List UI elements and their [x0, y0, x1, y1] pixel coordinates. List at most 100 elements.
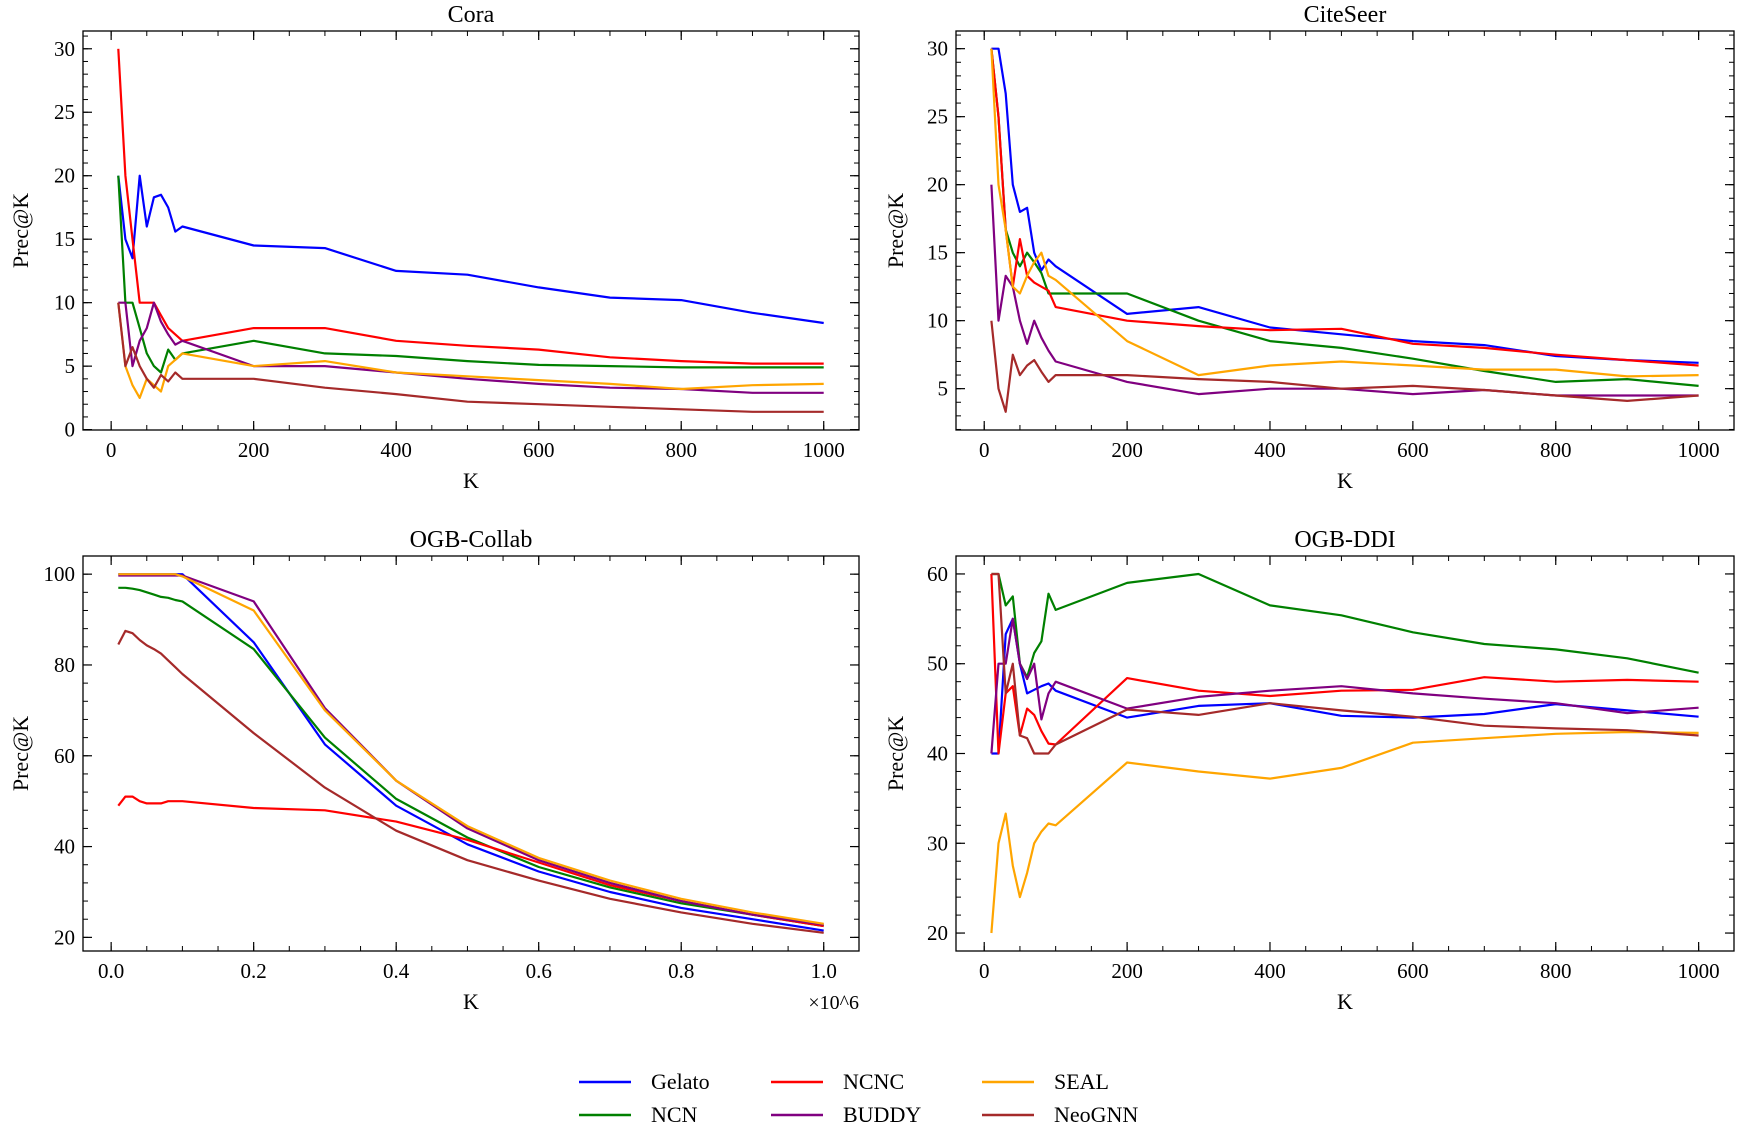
series-line-ncnc: [117, 795, 824, 928]
x-tick-label: 0.4: [383, 959, 410, 983]
x-tick-label: 200: [1111, 959, 1143, 983]
series-line-buddy: [118, 574, 824, 926]
y-tick-label: 5: [65, 354, 76, 378]
x-tick-label: 0.6: [526, 959, 552, 983]
x-tick-label: 0: [979, 438, 990, 462]
series-line-buddy: [118, 301, 824, 394]
y-tick-label: 25: [927, 105, 948, 129]
x-tick-label: 1.0: [811, 959, 837, 983]
x-axis-label: K: [463, 468, 479, 493]
series-line-neognn: [117, 629, 824, 934]
series-line-gelato: [117, 174, 824, 325]
series-line-ncn: [118, 586, 824, 928]
axes-frame: [955, 30, 1735, 431]
axes-frame: [82, 30, 860, 431]
series-line-neognn: [991, 572, 1699, 755]
series-line-buddy: [990, 184, 1699, 397]
y-axis-label: Prec@K: [8, 193, 33, 268]
x-tick-label: 600: [523, 438, 555, 462]
legend-item-seal: SEAL: [982, 1069, 1109, 1094]
x-axis-label: K: [463, 989, 479, 1014]
legend-item-ncnc: NCNC: [771, 1069, 904, 1094]
y-tick-label: 40: [54, 835, 75, 859]
subplot-cora: 0 200 400 600 800 1000 0 5 10 15 20 25 30 Cora K Prec@K: [8, 2, 860, 493]
x-tick-label: 600: [1397, 438, 1429, 462]
x-tick-label: 400: [380, 438, 412, 462]
subplot-title: OGB-Collab: [410, 527, 533, 553]
legend-label: NeoGNN: [1054, 1102, 1138, 1127]
legend-label: Gelato: [651, 1069, 710, 1094]
y-tick-label: 0: [65, 418, 76, 442]
subplot-ogb-ddi: 0 200 400 600 800 1000 20 30 40 50 60 OGB-DDI K Prec@…: [883, 527, 1735, 1014]
y-tick-label: 25: [54, 100, 75, 124]
x-tick-label: 600: [1397, 959, 1429, 983]
y-tick-label: 100: [44, 562, 76, 586]
y-axis-label: Prec@K: [883, 716, 908, 791]
y-tick-label: 10: [54, 291, 75, 315]
legend-item-buddy: BUDDY: [771, 1102, 921, 1127]
x-axis-label: K: [1337, 468, 1353, 493]
y-tick-label: 60: [54, 744, 75, 768]
axes-frame: [82, 555, 860, 952]
y-tick-label: 5: [938, 377, 949, 401]
y-axis-label: Prec@K: [8, 716, 33, 791]
legend-label: SEAL: [1054, 1069, 1109, 1094]
x-tick-label: 0.8: [668, 959, 694, 983]
y-tick-label: 20: [54, 925, 75, 949]
y-axis-label: Prec@K: [883, 193, 908, 268]
x-tick-label: 1000: [803, 438, 845, 462]
series-line-neognn: [117, 302, 824, 413]
y-tick-label: 15: [54, 227, 75, 251]
x-tick-label: 0.0: [98, 959, 124, 983]
x-tick-label: 1000: [1678, 438, 1720, 462]
y-tick-label: 30: [54, 37, 75, 61]
x-tick-label: 800: [665, 438, 697, 462]
x-tick-label: 400: [1254, 438, 1286, 462]
legend-label: NCN: [651, 1102, 698, 1127]
legend: Gelato NCN NCNC BUDDY SEAL NeoGNN: [579, 1069, 1138, 1127]
legend-item-gelato: Gelato: [579, 1069, 710, 1094]
series-line-ncnc: [117, 48, 824, 365]
y-tick-label: 30: [927, 37, 948, 61]
y-tick-label: 30: [927, 831, 948, 855]
x-tick-label: 800: [1540, 438, 1572, 462]
x-tick-label: 400: [1254, 959, 1286, 983]
legend-label: NCNC: [843, 1069, 904, 1094]
y-tick-label: 40: [927, 742, 948, 766]
x-tick-label: 1000: [1678, 959, 1720, 983]
legend-label: BUDDY: [843, 1102, 921, 1127]
legend-item-ncn: NCN: [579, 1102, 698, 1127]
x-tick-label: 0.2: [241, 959, 267, 983]
series-line-gelato: [118, 573, 824, 932]
x-tick-label: 200: [1111, 438, 1143, 462]
series-line-ncn: [991, 572, 1699, 679]
series-line-ncn: [990, 48, 1699, 387]
x-tick-label: 200: [238, 438, 270, 462]
x-tick-label: 800: [1540, 959, 1572, 983]
y-tick-label: 15: [927, 241, 948, 265]
legend-item-neognn: NeoGNN: [982, 1102, 1138, 1127]
y-tick-label: 20: [927, 921, 948, 945]
series-line-seal: [990, 730, 1699, 934]
x-scale-label: ×10^6: [808, 992, 859, 1014]
y-tick-label: 20: [927, 173, 948, 197]
y-tick-label: 80: [54, 653, 75, 677]
series-line-ncnc: [990, 573, 1699, 755]
series-line-gelato: [991, 47, 1699, 364]
series-line-seal: [118, 573, 824, 925]
y-tick-label: 10: [927, 309, 948, 333]
y-tick-label: 20: [54, 164, 75, 188]
series-line-seal: [990, 48, 1699, 378]
series-line-buddy: [990, 617, 1699, 754]
y-tick-label: 50: [927, 652, 948, 676]
subplot-title: CiteSeer: [1304, 2, 1387, 28]
series-line-neognn: [990, 320, 1699, 413]
subplot-title: OGB-DDI: [1294, 527, 1395, 553]
subplot-citeseer: 0 200 400 600 800 1000 5 10 15 20 25 30 CiteSeer K Pre…: [883, 2, 1735, 493]
series-line-seal: [117, 302, 824, 399]
y-tick-label: 60: [927, 562, 948, 586]
series-line-ncnc: [990, 48, 1699, 367]
subplot-ogb-collab: 0.0 0.2 0.4 0.6 0.8 1.0 20 40 60 80 100 OGB-Collab K…: [8, 527, 860, 1014]
x-tick-label: 0: [979, 959, 990, 983]
